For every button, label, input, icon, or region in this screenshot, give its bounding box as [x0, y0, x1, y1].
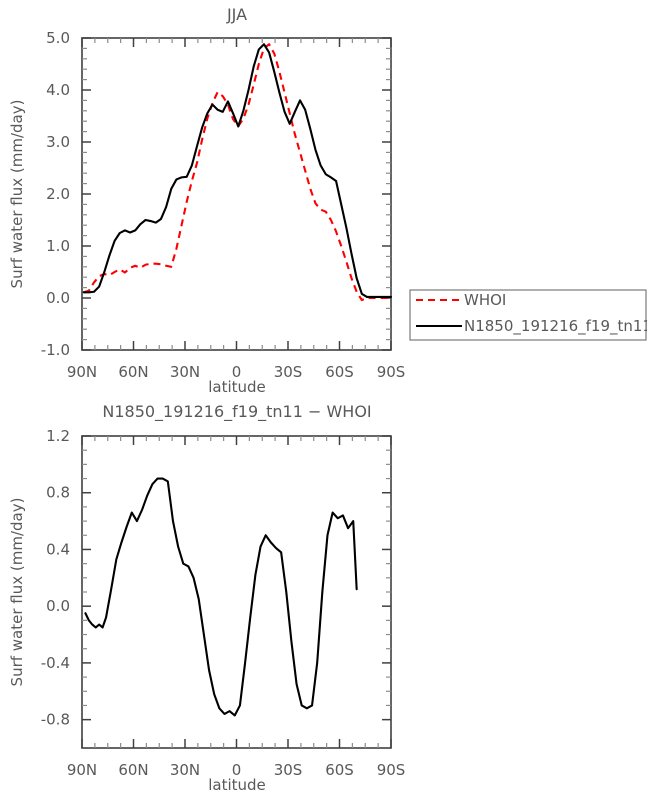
top-panel-title: JJA [226, 5, 247, 24]
y-tick-label: -1.0 [41, 341, 70, 359]
y-tick-label: 0.0 [46, 597, 70, 615]
y-tick-label: 3.0 [46, 133, 70, 151]
top-y-axis-label: Surf water flux (mm/day) [8, 100, 26, 289]
y-tick-label: 0.0 [46, 289, 70, 307]
x-tick-label: 60N [118, 761, 148, 779]
top-plot-frame [81, 37, 392, 351]
x-tick-label: 30N [170, 761, 200, 779]
bottom-panel-ticks [81, 435, 392, 748]
y-tick-label: -0.4 [41, 654, 70, 672]
bottom-panel: N1850_191216_f19_tn11 − WHOI 90N 60N 30N 0 3… [8, 402, 405, 794]
bottom-panel-tick-labels: 90N 60N 30N 0 30S 60S 90S -0.8 -0.4 0.0 0.4 0.8 1.2 [41, 427, 406, 779]
x-tick-label: 90S [377, 761, 406, 779]
top-panel-series [82, 43, 393, 302]
legend: WHOI N1850_191216_f19_tn11 [409, 289, 647, 341]
bottom-y-axis-label: Surf water flux (mm/day) [8, 498, 26, 687]
legend-label-whoi: WHOI [464, 291, 506, 309]
series-line-bottom-0 [84, 477, 358, 717]
x-tick-label: 30S [274, 761, 303, 779]
top-panel-ticks [81, 37, 392, 351]
x-tick-label: 60S [325, 363, 354, 381]
x-tick-label: 30N [170, 363, 200, 381]
bottom-panel-title: N1850_191216_f19_tn11 − WHOI [102, 402, 371, 422]
x-tick-label: 90S [377, 363, 406, 381]
y-tick-label: 2.0 [46, 185, 70, 203]
x-tick-label: 90N [67, 761, 97, 779]
x-tick-label: 90N [67, 363, 97, 381]
y-tick-label: 1.0 [46, 237, 70, 255]
bottom-panel-series [84, 477, 358, 717]
x-tick-label: 30S [274, 363, 303, 381]
x-tick-label: 0 [232, 761, 242, 779]
legend-label-model: N1850_191216_f19_tn11 [464, 317, 647, 336]
y-tick-label: 1.2 [46, 427, 70, 445]
x-tick-label: 0 [232, 363, 242, 381]
y-tick-label: 0.8 [46, 484, 70, 502]
y-tick-label: 4.0 [46, 81, 70, 99]
series-line-top-0 [83, 43, 391, 302]
x-tick-label: 60N [118, 363, 148, 381]
top-panel: JJA 90N 60N 30N 0 30S 60S 90S -1.0 0.0 1.0 2.0 3.0 4… [8, 5, 405, 396]
x-tick-label: 60S [325, 761, 354, 779]
top-x-axis-label: latitude [208, 378, 266, 396]
bottom-plot-frame [81, 435, 392, 749]
top-panel-tick-labels: 90N 60N 30N 0 30S 60S 90S -1.0 0.0 1.0 2.0 3.0 4.0 5.… [41, 29, 406, 381]
y-tick-label: -0.8 [41, 711, 70, 729]
legend-box [409, 289, 647, 341]
y-tick-label: 5.0 [46, 29, 70, 47]
bottom-x-axis-label: latitude [208, 776, 266, 794]
series-line-top-1 [82, 43, 393, 299]
y-tick-label: 0.4 [46, 540, 70, 558]
